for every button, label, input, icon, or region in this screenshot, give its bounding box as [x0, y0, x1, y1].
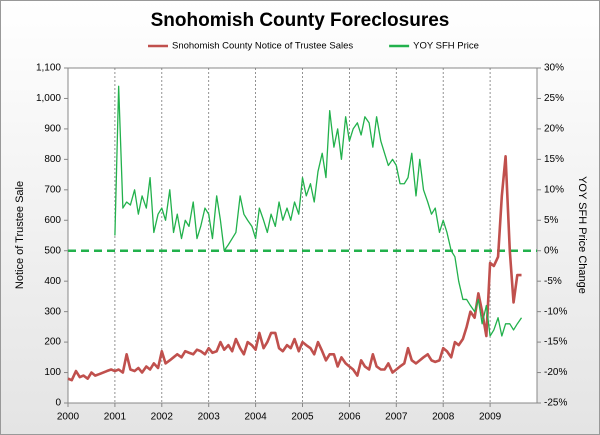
- y2-tick-label: -25%: [544, 398, 567, 409]
- y-tick-label: 600: [44, 215, 61, 226]
- y-tick-label: 0: [55, 398, 61, 409]
- y2-tick-label: 30%: [544, 63, 564, 74]
- y-tick-label: 700: [44, 184, 61, 195]
- legend-label: Snohomish County Notice of Trustee Sales: [172, 41, 353, 52]
- x-tick-label: 2006: [338, 412, 361, 423]
- y2-tick-label: 5%: [544, 215, 559, 226]
- plot-area: [67, 67, 538, 404]
- chart-title: Snohomish County Foreclosures: [151, 10, 450, 31]
- x-tick-label: 2001: [104, 412, 127, 423]
- y2-tick-label: -15%: [544, 337, 567, 348]
- y2-tick-label: 15%: [544, 154, 564, 165]
- x-tick-label: 2008: [432, 412, 455, 423]
- y2-tick-label: 10%: [544, 184, 564, 195]
- x-tick-label: 2000: [57, 412, 80, 423]
- x-tick-label: 2002: [151, 412, 174, 423]
- y2-tick-label: -10%: [544, 306, 567, 317]
- x-tick-label: 2005: [291, 412, 314, 423]
- x-tick-label: 2003: [198, 412, 221, 423]
- x-tick-label: 2007: [385, 412, 408, 423]
- y-tick-label: 900: [44, 124, 61, 135]
- y2-tick-label: -5%: [544, 276, 562, 287]
- y2-tick-label: -20%: [544, 367, 567, 378]
- y-tick-label: 200: [44, 337, 61, 348]
- y-tick-label: 400: [44, 276, 61, 287]
- y2-tick-label: 20%: [544, 124, 564, 135]
- y-tick-label: 1,100: [36, 63, 61, 74]
- series-line: [67, 155, 522, 382]
- x-tick-label: 2004: [244, 412, 267, 423]
- x-tick-label: 2009: [479, 412, 502, 423]
- y-tick-label: 300: [44, 306, 61, 317]
- y-axis-label: Notice of Trustee Sale: [14, 181, 26, 289]
- y2-tick-label: 0%: [544, 245, 559, 256]
- y-tick-label: 100: [44, 367, 61, 378]
- y-tick-label: 500: [44, 245, 61, 256]
- legend-label: YOY SFH Price: [413, 41, 479, 52]
- y-tick-label: 1,000: [36, 93, 61, 104]
- y2-axis-label: YOY SFH Price Change: [576, 176, 588, 294]
- y-tick-label: 800: [44, 154, 61, 165]
- series-line: [114, 85, 523, 337]
- y2-tick-label: 25%: [544, 93, 564, 104]
